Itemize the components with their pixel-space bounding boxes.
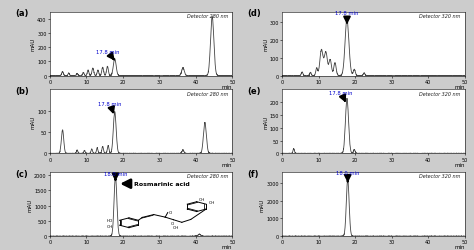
Text: Detector 280 nm: Detector 280 nm: [187, 174, 228, 179]
X-axis label: min: min: [454, 244, 465, 250]
Text: Rosmarinic acid: Rosmarinic acid: [123, 180, 190, 188]
Text: (e): (e): [247, 87, 261, 96]
Text: Detector 320 nm: Detector 320 nm: [419, 14, 461, 19]
Text: Detector 320 nm: Detector 320 nm: [419, 174, 461, 179]
Text: 17.8 min: 17.8 min: [98, 101, 122, 113]
X-axis label: min: min: [222, 84, 232, 89]
X-axis label: min: min: [222, 244, 232, 250]
Y-axis label: mAU: mAU: [260, 198, 265, 211]
Text: 18.0 min: 18.0 min: [336, 171, 359, 181]
Text: Detector 280 nm: Detector 280 nm: [187, 14, 228, 19]
Text: Detector 320 nm: Detector 320 nm: [419, 91, 461, 96]
Text: 18.0 min: 18.0 min: [104, 172, 127, 180]
Y-axis label: mAU: mAU: [31, 38, 36, 51]
Text: (f): (f): [247, 169, 259, 178]
X-axis label: min: min: [454, 84, 465, 89]
X-axis label: min: min: [454, 162, 465, 167]
Text: 17.8 min: 17.8 min: [329, 91, 353, 102]
Text: (c): (c): [15, 169, 28, 178]
Text: (a): (a): [15, 9, 28, 18]
Y-axis label: mAU: mAU: [27, 198, 33, 211]
Y-axis label: mAU: mAU: [263, 115, 268, 128]
Y-axis label: mAU: mAU: [31, 115, 36, 128]
Text: (d): (d): [247, 9, 261, 18]
Text: Detector 280 nm: Detector 280 nm: [187, 91, 228, 96]
Text: 17.8 min: 17.8 min: [335, 11, 359, 23]
X-axis label: min: min: [222, 162, 232, 167]
Y-axis label: mAU: mAU: [263, 38, 268, 51]
Text: 17.8 min: 17.8 min: [96, 49, 119, 60]
Text: (b): (b): [15, 87, 29, 96]
